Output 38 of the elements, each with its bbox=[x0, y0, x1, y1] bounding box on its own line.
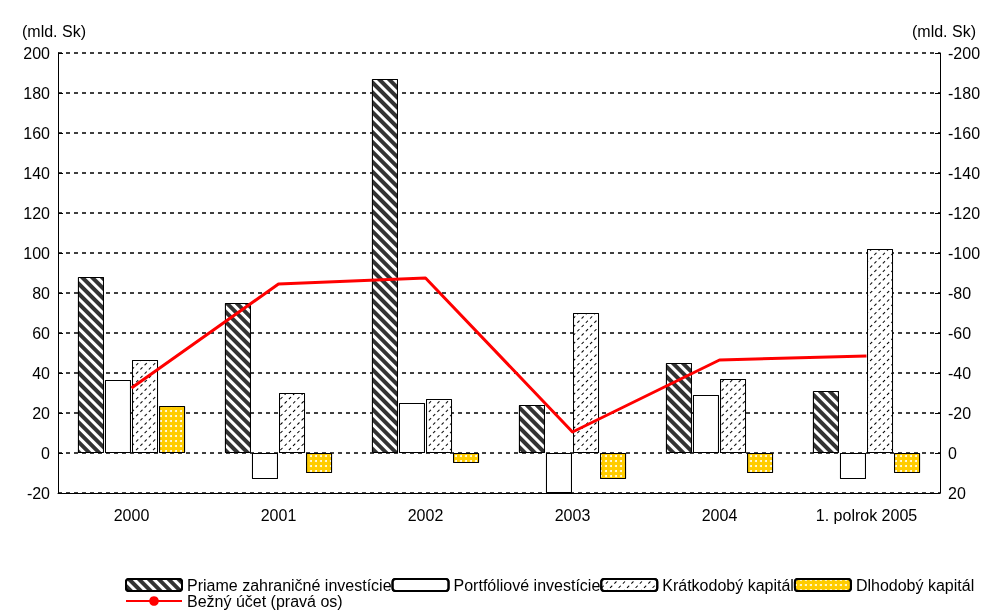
y-tick-label: 20 bbox=[32, 404, 51, 422]
legend-label: Priame zahraničné investície bbox=[187, 576, 392, 594]
y2-axis-title: (mld. Sk) bbox=[912, 22, 976, 40]
legend-label: Krátkodobý kapitál bbox=[662, 576, 794, 594]
x-tick-label: 2004 bbox=[701, 506, 738, 524]
x-tick-label: 2003 bbox=[554, 506, 591, 524]
y2-tick-label: 20 bbox=[948, 484, 966, 502]
y-tick-label: 60 bbox=[32, 324, 51, 342]
y-tick-label: 200 bbox=[23, 44, 51, 62]
legend-label: Portfóliové investície bbox=[453, 576, 601, 594]
y-tick-label: 80 bbox=[32, 284, 51, 302]
y-tick-label: 160 bbox=[23, 124, 51, 142]
y2-tick-label: -80 bbox=[948, 284, 972, 302]
y-tick-label: 0 bbox=[41, 444, 51, 462]
y2-tick-label: -200 bbox=[948, 44, 981, 62]
y-tick-label: 40 bbox=[32, 364, 51, 382]
x-tick-label: 2001 bbox=[260, 506, 297, 524]
y2-tick-label: -140 bbox=[948, 164, 981, 182]
x-tick-label: 2002 bbox=[407, 506, 444, 524]
y2-tick-label: -40 bbox=[948, 364, 972, 382]
y2-tick-label: 0 bbox=[948, 444, 957, 462]
legend-label: Bežný účet (pravá os) bbox=[187, 592, 343, 610]
x-tick-label: 2000 bbox=[113, 506, 150, 524]
y-tick-label: -20 bbox=[26, 484, 51, 502]
y-tick-label: 120 bbox=[23, 204, 51, 222]
y2-tick-label: -20 bbox=[948, 404, 972, 422]
y-axis-title: (mld. Sk) bbox=[22, 22, 86, 40]
y-tick-label: 140 bbox=[23, 164, 51, 182]
y2-tick-label: -120 bbox=[948, 204, 981, 222]
line-series bbox=[130, 276, 868, 434]
x-tick-label: 1. polrok 2005 bbox=[815, 506, 918, 524]
legend-label: Dlhodobý kapitál bbox=[855, 576, 975, 594]
y2-tick-label: -60 bbox=[948, 324, 972, 342]
y-tick-label: 180 bbox=[23, 84, 51, 102]
y-tick-label: 100 bbox=[23, 244, 51, 262]
y2-tick-label: -180 bbox=[948, 84, 981, 102]
y2-tick-label: -160 bbox=[948, 124, 981, 142]
y2-tick-label: -100 bbox=[948, 244, 981, 262]
